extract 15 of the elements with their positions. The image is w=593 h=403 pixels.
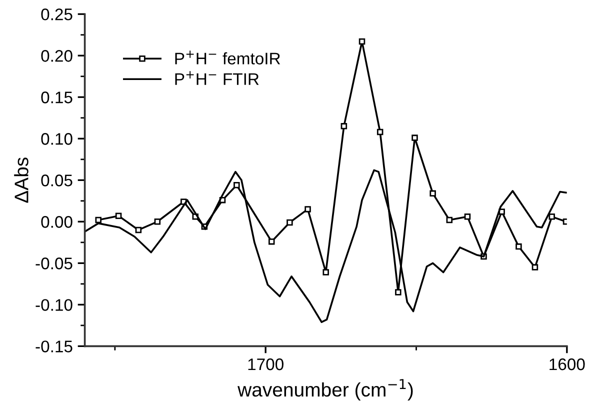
y-tick-label: 0.05 [41, 174, 72, 186]
legend-label: P$^{+}$H$^{−}$ femtoIR [175, 50, 280, 64]
x-axis-title: wavenumber (cm$^{−1}$) [238, 379, 413, 400]
y-tick-label: 0.20 [41, 50, 72, 62]
x-tick-label: 1700 [248, 358, 284, 370]
y-axis-title: ΔAbs [14, 158, 28, 203]
y-tick-label: 0.25 [41, 8, 72, 20]
y-tick-label: 0.15 [41, 92, 72, 104]
y-tick-label: 0.10 [41, 133, 72, 145]
y-tick-label: -0.15 [36, 340, 72, 352]
y-tick-label: -0.05 [36, 258, 72, 270]
legend-label: P$^{+}$H$^{−}$ FTIR [175, 71, 259, 85]
y-tick-label: 0.00 [41, 216, 72, 228]
y-tick-label: -0.10 [36, 299, 72, 311]
x-tick-label: 1600 [550, 358, 585, 370]
